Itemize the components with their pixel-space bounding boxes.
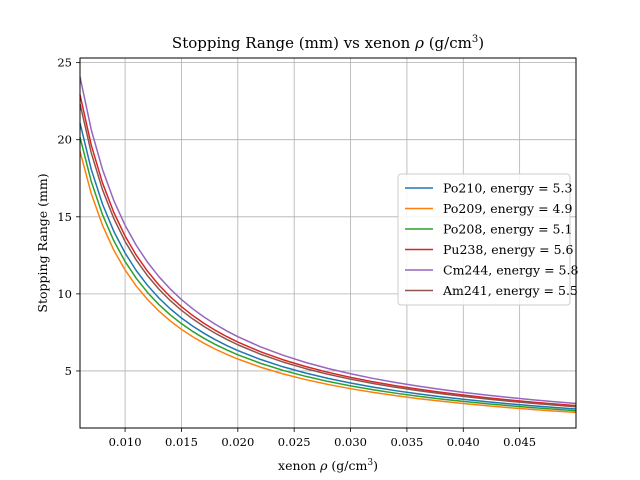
legend-entry: Cm244, energy = 5.8 xyxy=(443,263,578,278)
plot-area-frame xyxy=(79,57,577,429)
legend-entry: Pu238, energy = 5.6 xyxy=(443,242,573,257)
series-line xyxy=(79,94,577,407)
y-tick-label: 25 xyxy=(57,56,72,70)
legend-entry: Po208, energy = 5.1 xyxy=(443,222,572,237)
legend-entry: Po209, energy = 4.9 xyxy=(443,201,572,216)
x-tick-label: 0.020 xyxy=(221,435,254,449)
legend-box xyxy=(397,173,571,306)
legend: Po210, energy = 5.3 Po209, energy = 4.9 Po… xyxy=(397,173,578,306)
y-tick-label: 15 xyxy=(57,210,72,224)
x-tick-label: 0.015 xyxy=(165,435,198,449)
legend-entry: Po210, energy = 5.3 xyxy=(443,181,572,196)
series-line xyxy=(79,122,577,410)
series-line xyxy=(79,103,577,408)
x-tick-label: 0.040 xyxy=(447,435,480,449)
x-tick-label: 0.045 xyxy=(503,435,536,449)
y-tick-label: 10 xyxy=(57,287,72,301)
series-line xyxy=(79,76,577,405)
series-line xyxy=(79,151,577,414)
x-tick-label: 0.035 xyxy=(390,435,423,449)
x-axis-ticks: 0.010 0.015 0.020 0.025 0.030 0.035 0.040 0.045 xyxy=(109,428,536,449)
x-tick-label: 0.025 xyxy=(278,435,311,449)
y-tick-label: 5 xyxy=(65,364,72,378)
x-tick-label: 0.030 xyxy=(334,435,367,449)
legend-entry: Am241, energy = 5.5 xyxy=(442,283,578,298)
series-line xyxy=(79,136,577,412)
chart-title: Stopping Range (mm) vs xenon ρ (g/cm3) xyxy=(172,34,484,52)
y-axis-label: Stopping Range (mm) xyxy=(35,173,50,312)
y-tick-label: 20 xyxy=(57,133,72,147)
x-tick-label: 0.010 xyxy=(109,435,142,449)
x-axis-label: xenon ρ (g/cm3) xyxy=(278,458,378,473)
y-axis-ticks: 5 10 15 20 25 xyxy=(57,56,80,378)
plot-lines xyxy=(79,76,577,414)
